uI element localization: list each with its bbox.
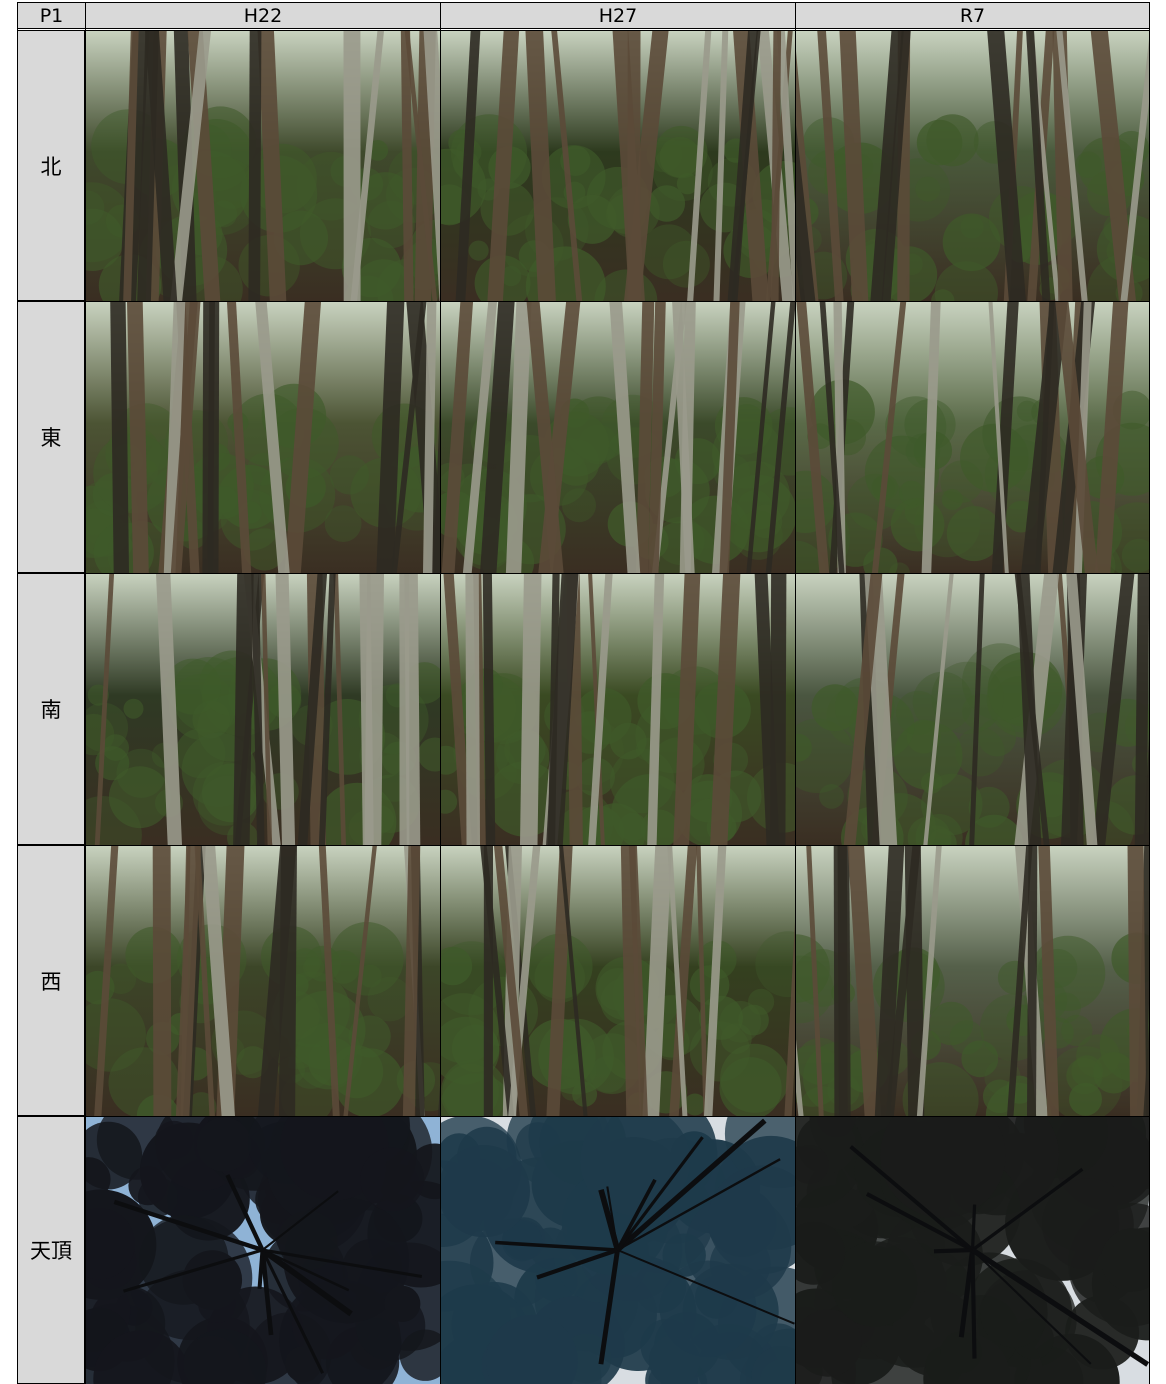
- table-grid-line: [17, 2, 18, 1384]
- forest-photo-north-r7: [795, 30, 1150, 301]
- forest-photo-zenith-h22: [85, 1116, 440, 1384]
- table-grid-line: [1149, 2, 1150, 1384]
- forest-photo-east-h27: [440, 301, 795, 573]
- forest-photo-south-r7: [795, 573, 1150, 845]
- row-label-south: 南: [17, 573, 85, 845]
- forest-photo-south-h22: [85, 573, 440, 845]
- row-label-east: 東: [17, 301, 85, 573]
- corner-header-p1: P1: [17, 2, 86, 29]
- forest-photo-west-h27: [440, 845, 795, 1116]
- forest-photo-zenith-h27: [440, 1116, 795, 1384]
- forest-photo-north-h27: [440, 30, 795, 301]
- forest-photo-east-r7: [795, 301, 1150, 573]
- table-grid-line: [85, 2, 86, 1384]
- column-header-h27: H27: [440, 2, 796, 29]
- row-label-north: 北: [17, 30, 85, 301]
- table-grid-line: [17, 845, 1150, 846]
- table-grid-line: [17, 2, 1150, 3]
- column-header-h22: H22: [85, 2, 441, 29]
- table-grid-line: [17, 30, 1150, 31]
- forest-photo-south-h27: [440, 573, 795, 845]
- row-label-west: 西: [17, 845, 85, 1116]
- forest-photo-west-h22: [85, 845, 440, 1116]
- table-grid-line: [17, 1116, 1150, 1117]
- forest-photo-north-h22: [85, 30, 440, 301]
- forest-photo-east-h22: [85, 301, 440, 573]
- row-label-zenith: 天頂: [17, 1116, 85, 1384]
- table-grid-line: [17, 573, 1150, 574]
- table-grid-line: [795, 2, 796, 1384]
- forest-photo-west-r7: [795, 845, 1150, 1116]
- forest-photo-zenith-r7: [795, 1116, 1150, 1384]
- table-grid-line: [17, 301, 1150, 302]
- column-header-r7: R7: [795, 2, 1150, 29]
- table-grid-line: [440, 2, 441, 1384]
